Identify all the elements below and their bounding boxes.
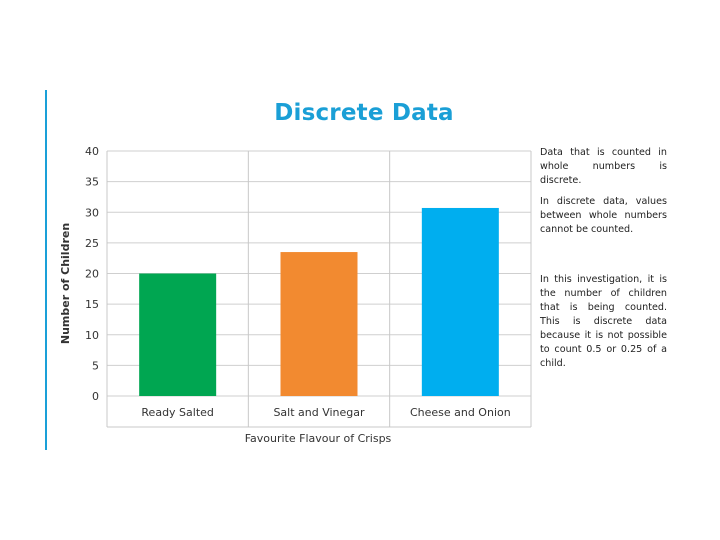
x-axis-title: Favourite Flavour of Crisps (245, 432, 392, 445)
page-title: Discrete Data (274, 100, 454, 126)
y-tick-label: 20 (85, 268, 99, 281)
bar (280, 252, 358, 396)
note-paragraph-3: In this investigation, it is the number … (540, 274, 667, 369)
slide-accent-rule (45, 90, 47, 450)
y-tick-label: 40 (85, 145, 99, 158)
bar (421, 207, 499, 396)
explanation-notes: Data that is counted in whole numbers is… (540, 146, 667, 371)
bar (139, 273, 217, 396)
y-tick-label: 30 (85, 206, 99, 219)
y-tick-label: 0 (92, 390, 99, 403)
x-tick-label: Cheese and Onion (410, 406, 511, 419)
x-tick-label: Ready Salted (141, 406, 214, 419)
y-tick-label: 5 (92, 359, 99, 372)
note-paragraph-1: Data that is counted in whole numbers is… (540, 147, 667, 186)
y-tick-label: 15 (85, 298, 99, 311)
y-tick-label: 10 (85, 329, 99, 342)
y-tick-label: 35 (85, 176, 99, 189)
y-tick-label: 25 (85, 237, 99, 250)
note-paragraph-2: In discrete data, values between whole n… (540, 196, 667, 235)
x-tick-label: Salt and Vinegar (273, 406, 365, 419)
y-axis-title: Number of Children (59, 223, 72, 344)
